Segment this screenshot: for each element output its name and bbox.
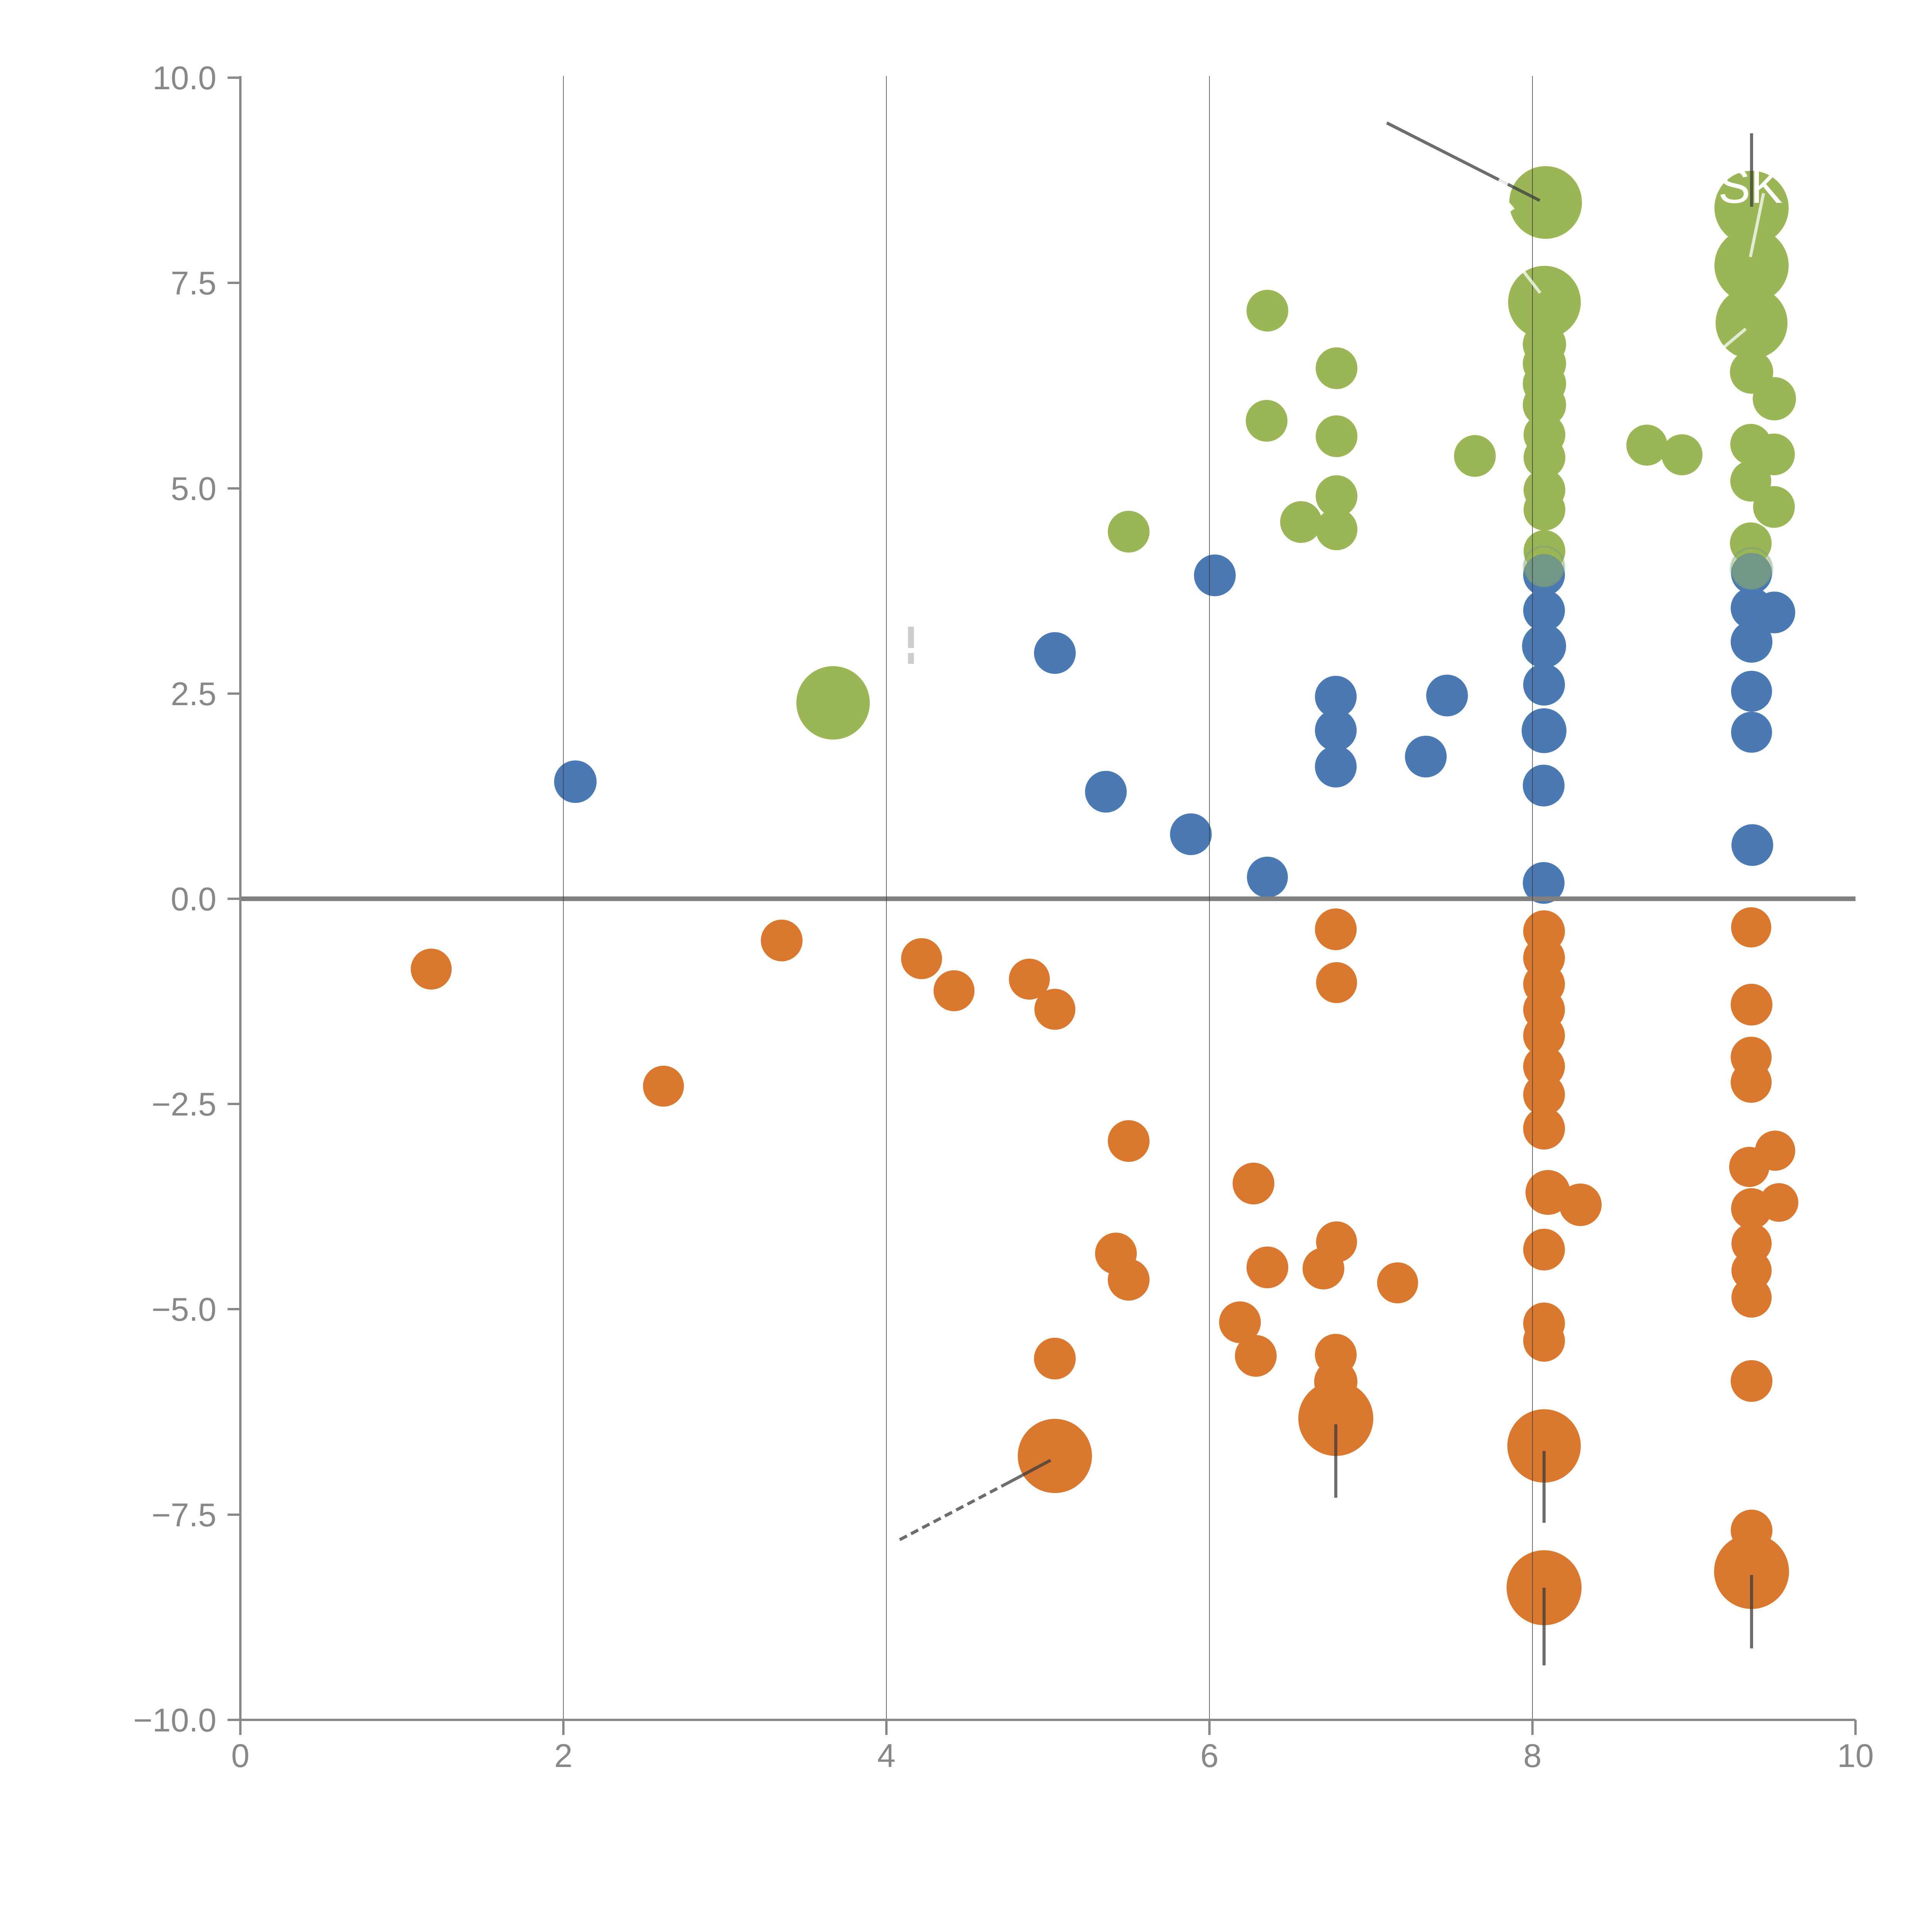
- svg-text:−10.0: −10.0: [133, 1702, 216, 1739]
- svg-text:−2.5: −2.5: [151, 1086, 216, 1123]
- svg-text:8: 8: [1523, 1738, 1541, 1774]
- svg-text:7.5: 7.5: [171, 265, 216, 302]
- svg-text:6: 6: [1200, 1738, 1218, 1774]
- svg-text:−5.0: −5.0: [151, 1291, 216, 1328]
- svg-text:10.0: 10.0: [153, 60, 216, 97]
- svg-text:10: 10: [1837, 1738, 1874, 1774]
- svg-text:5.0: 5.0: [171, 471, 216, 507]
- svg-text:−7.5: −7.5: [151, 1497, 216, 1534]
- svg-text:0: 0: [231, 1738, 249, 1774]
- svg-text:4: 4: [877, 1738, 895, 1774]
- svg-text:0.0: 0.0: [171, 881, 216, 918]
- svg-text:SK: SK: [1718, 160, 1783, 213]
- svg-text:2.5: 2.5: [171, 676, 216, 713]
- svg-text:2: 2: [554, 1738, 572, 1774]
